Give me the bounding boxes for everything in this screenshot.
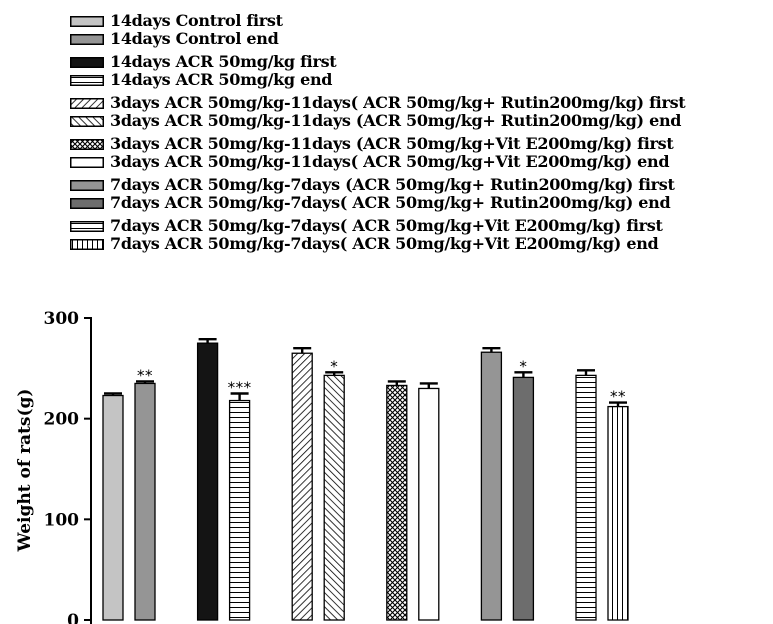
bar-rect (323, 374, 345, 621)
legend-item: 14days ACR 50mg/kg end (70, 71, 770, 89)
error-bar (577, 369, 595, 376)
legend-swatch (70, 115, 104, 127)
error-bar (230, 392, 249, 401)
legend-label: 14days Control end (110, 29, 279, 48)
bar-2: ** (134, 366, 156, 621)
bar-11 (575, 369, 597, 621)
legend-swatch (70, 156, 104, 168)
legend-item: 14days ACR 50mg/kg first (70, 53, 770, 71)
legend-label: 3days ACR 50mg/kg-11days( ACR 50mg/kg+ R… (110, 93, 686, 112)
y-axis-title: Weight of rats(g) (15, 389, 35, 553)
y-tick-label: 200 (44, 410, 80, 430)
legend-item: 3days ACR 50mg/kg-11days( ACR 50mg/kg+ R… (70, 94, 770, 112)
significance-label: *** (228, 379, 252, 397)
legend-label: 7days ACR 50mg/kg-7days (ACR 50mg/kg+ Ru… (110, 175, 675, 194)
legend-swatch (70, 33, 104, 45)
legend-swatch (70, 179, 104, 191)
error-bar (514, 371, 533, 378)
bar-rect (480, 351, 503, 621)
bar-rect (228, 399, 251, 621)
legend-swatch (70, 56, 104, 68)
error-bar (419, 382, 438, 389)
bar-rect (418, 387, 440, 621)
bar-3 (196, 337, 219, 621)
legend-item: 3days ACR 50mg/kg-11days (ACR 50mg/kg+Vi… (70, 135, 770, 153)
significance-label: * (330, 357, 338, 375)
bar-6: * (323, 357, 345, 621)
legend-label: 14days ACR 50mg/kg first (110, 52, 337, 71)
legend-item: 14days Control end (70, 30, 770, 48)
legend: 14days Control first 14days Control end 14… (70, 12, 770, 253)
error-bar (482, 347, 501, 353)
error-bar (136, 380, 154, 384)
y-tick-label: 300 (44, 309, 80, 329)
legend-item: 7days ACR 50mg/kg-7days( ACR 50mg/kg+ Ru… (70, 194, 770, 212)
bar-rect (134, 382, 156, 621)
legend-label: 3days ACR 50mg/kg-11days( ACR 50mg/kg+Vi… (110, 152, 670, 171)
legend-swatch (70, 138, 104, 150)
bar-rect (386, 384, 408, 621)
bar-8 (418, 382, 440, 621)
bar-1 (102, 392, 124, 621)
legend-label: 3days ACR 50mg/kg-11days (ACR 50mg/kg+Vi… (110, 134, 674, 153)
legend-swatch (70, 97, 104, 109)
error-bar (325, 371, 344, 376)
legend-item: 7days ACR 50mg/kg-7days( ACR 50mg/kg+Vit… (70, 217, 770, 235)
bar-5 (291, 347, 313, 621)
legend-item: 7days ACR 50mg/kg-7days( ACR 50mg/kg+Vit… (70, 235, 770, 253)
legend-label: 14days ACR 50mg/kg end (110, 70, 333, 89)
bar-rect (291, 352, 313, 621)
legend-item: 14days Control first (70, 12, 770, 30)
error-bar (293, 347, 312, 354)
bar-12: ** (607, 388, 629, 621)
legend-label: 3days ACR 50mg/kg-11days (ACR 50mg/kg+ R… (110, 111, 682, 130)
legend-swatch (70, 197, 104, 209)
legend-label: 7days ACR 50mg/kg-7days( ACR 50mg/kg+Vit… (110, 234, 659, 253)
y-tick-label: 100 (44, 510, 80, 530)
legend-item: 3days ACR 50mg/kg-11days( ACR 50mg/kg+Vi… (70, 153, 770, 171)
bars-group: ****** *** (102, 337, 629, 621)
bar-4: *** (228, 379, 252, 621)
legend-item: 7days ACR 50mg/kg-7days (ACR 50mg/kg+ Ru… (70, 176, 770, 194)
bar-rect (607, 405, 629, 621)
legend-swatch (70, 238, 104, 250)
legend-item: 3days ACR 50mg/kg-11days (ACR 50mg/kg+ R… (70, 112, 770, 130)
legend-label: 14days Control first (110, 11, 283, 30)
error-bar (104, 392, 122, 396)
bar-rect (575, 374, 597, 621)
error-bar (609, 401, 627, 407)
legend-swatch (70, 15, 104, 27)
bar-7 (386, 380, 408, 621)
error-bar (198, 337, 217, 344)
legend-label: 7days ACR 50mg/kg-7days( ACR 50mg/kg+ Ru… (110, 193, 671, 212)
significance-label: * (519, 357, 527, 375)
bar-rect (102, 394, 124, 621)
bar-rect (512, 376, 535, 621)
bar-rect (196, 342, 219, 621)
significance-label: ** (610, 388, 626, 406)
error-bar (387, 380, 406, 386)
bar-9 (480, 347, 503, 621)
y-axis: 0 100 200 300 (44, 309, 92, 624)
legend-label: 7days ACR 50mg/kg-7days( ACR 50mg/kg+Vit… (110, 216, 663, 235)
legend-swatch (70, 74, 104, 86)
bar-10: * (512, 357, 535, 621)
y-tick-label: 0 (67, 611, 79, 624)
legend-swatch (70, 220, 104, 232)
significance-label: ** (137, 366, 153, 384)
